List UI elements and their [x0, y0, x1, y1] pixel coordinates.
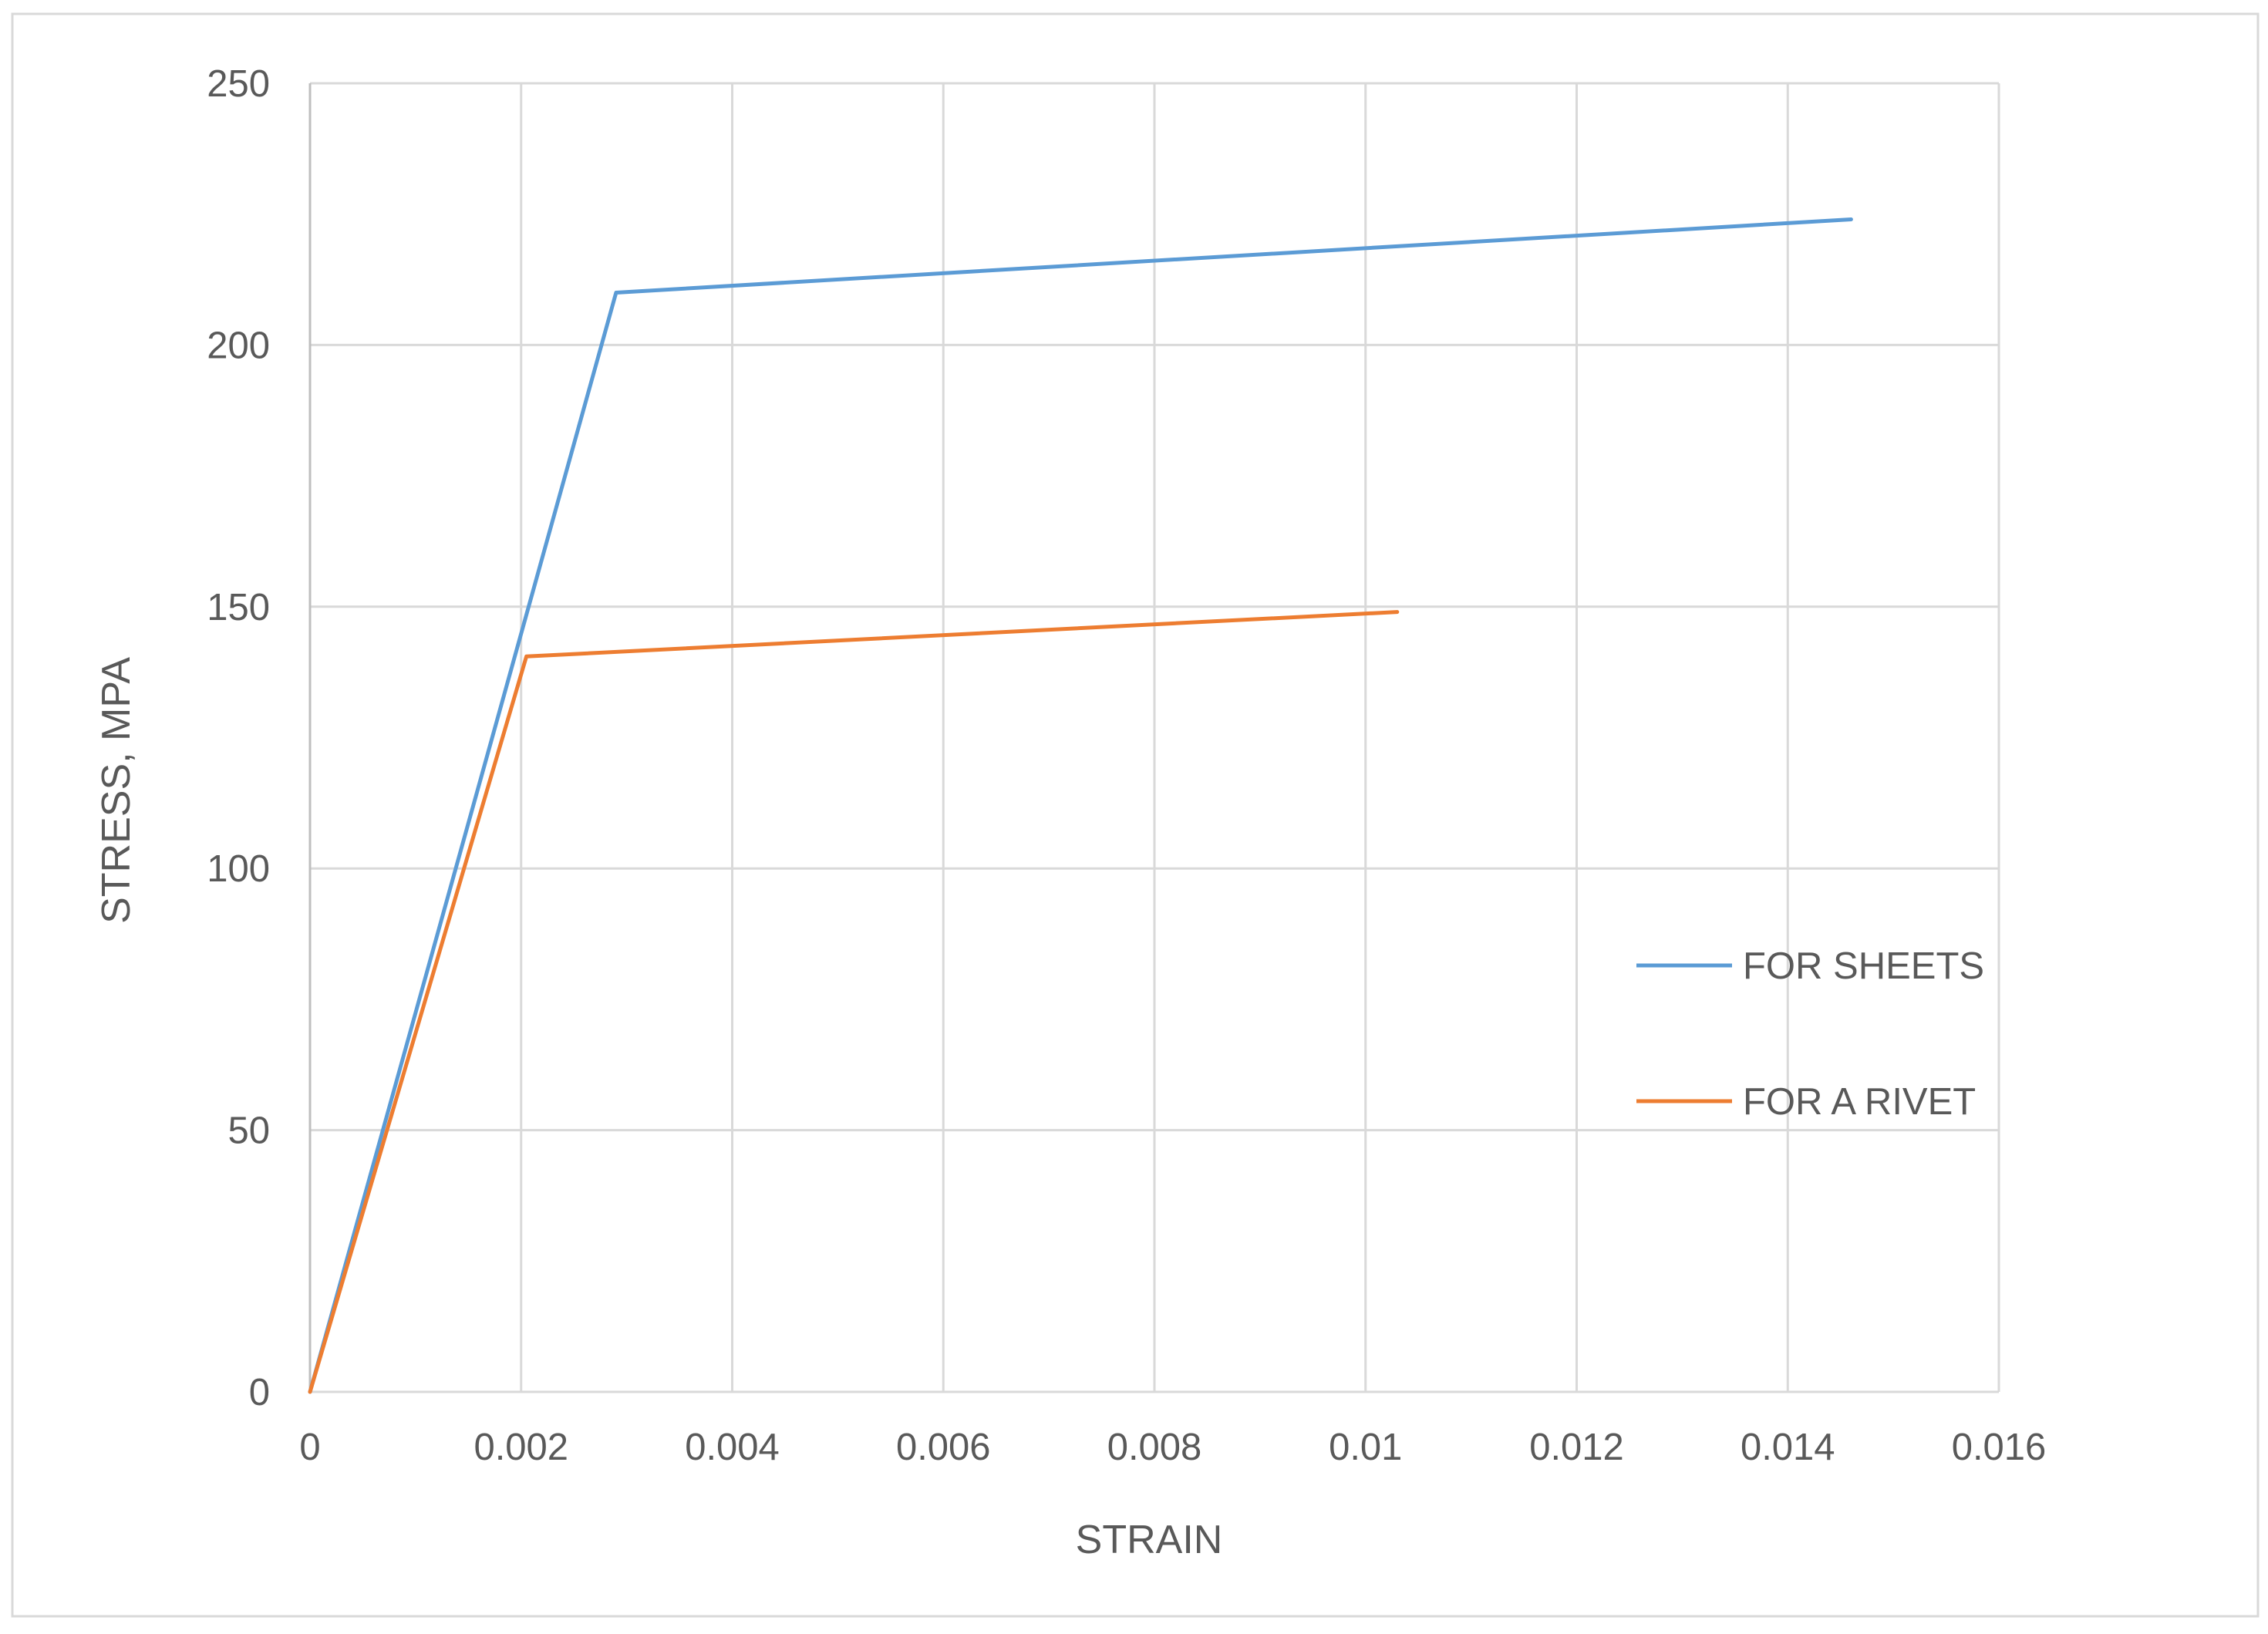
x-tick-label: 0.008 — [1107, 1427, 1202, 1468]
series-lines — [308, 217, 1853, 1394]
axes — [308, 83, 1999, 1393]
tick-labels: 0 50 100 150 200 250 0 0.002 0.004 0.006 0.008 0.01… — [207, 63, 2046, 1468]
series-line-rivet — [308, 610, 1400, 1394]
chart-border — [11, 12, 2260, 1618]
legend-label: FOR SHEETS — [1743, 945, 1984, 987]
x-tick-label: 0.002 — [473, 1427, 568, 1468]
gridlines — [310, 82, 2000, 1393]
x-tick-label: 0.016 — [1952, 1427, 2047, 1468]
x-axis-title: STRAIN — [1076, 1518, 1223, 1562]
y-tick-label: 200 — [207, 325, 270, 366]
y-tick-label: 50 — [227, 1110, 270, 1152]
legend-label: FOR A RIVET — [1743, 1081, 1976, 1123]
x-tick-label: 0.004 — [685, 1427, 780, 1468]
y-tick-label: 150 — [207, 587, 270, 628]
legend: FOR SHEETS FOR A RIVET — [1636, 945, 1984, 1123]
x-tick-label: 0 — [299, 1427, 320, 1468]
x-tick-label: 0.006 — [896, 1427, 991, 1468]
y-tick-label: 100 — [207, 848, 270, 890]
y-tick-label: 0 — [249, 1372, 270, 1413]
x-tick-label: 0.012 — [1529, 1427, 1624, 1468]
y-tick-label: 250 — [207, 63, 270, 105]
x-tick-label: 0.014 — [1741, 1427, 1835, 1468]
x-tick-label: 0.01 — [1329, 1427, 1402, 1468]
series-line-sheets — [308, 217, 1853, 1394]
y-axis-title: STRESS, MPA — [94, 657, 139, 924]
